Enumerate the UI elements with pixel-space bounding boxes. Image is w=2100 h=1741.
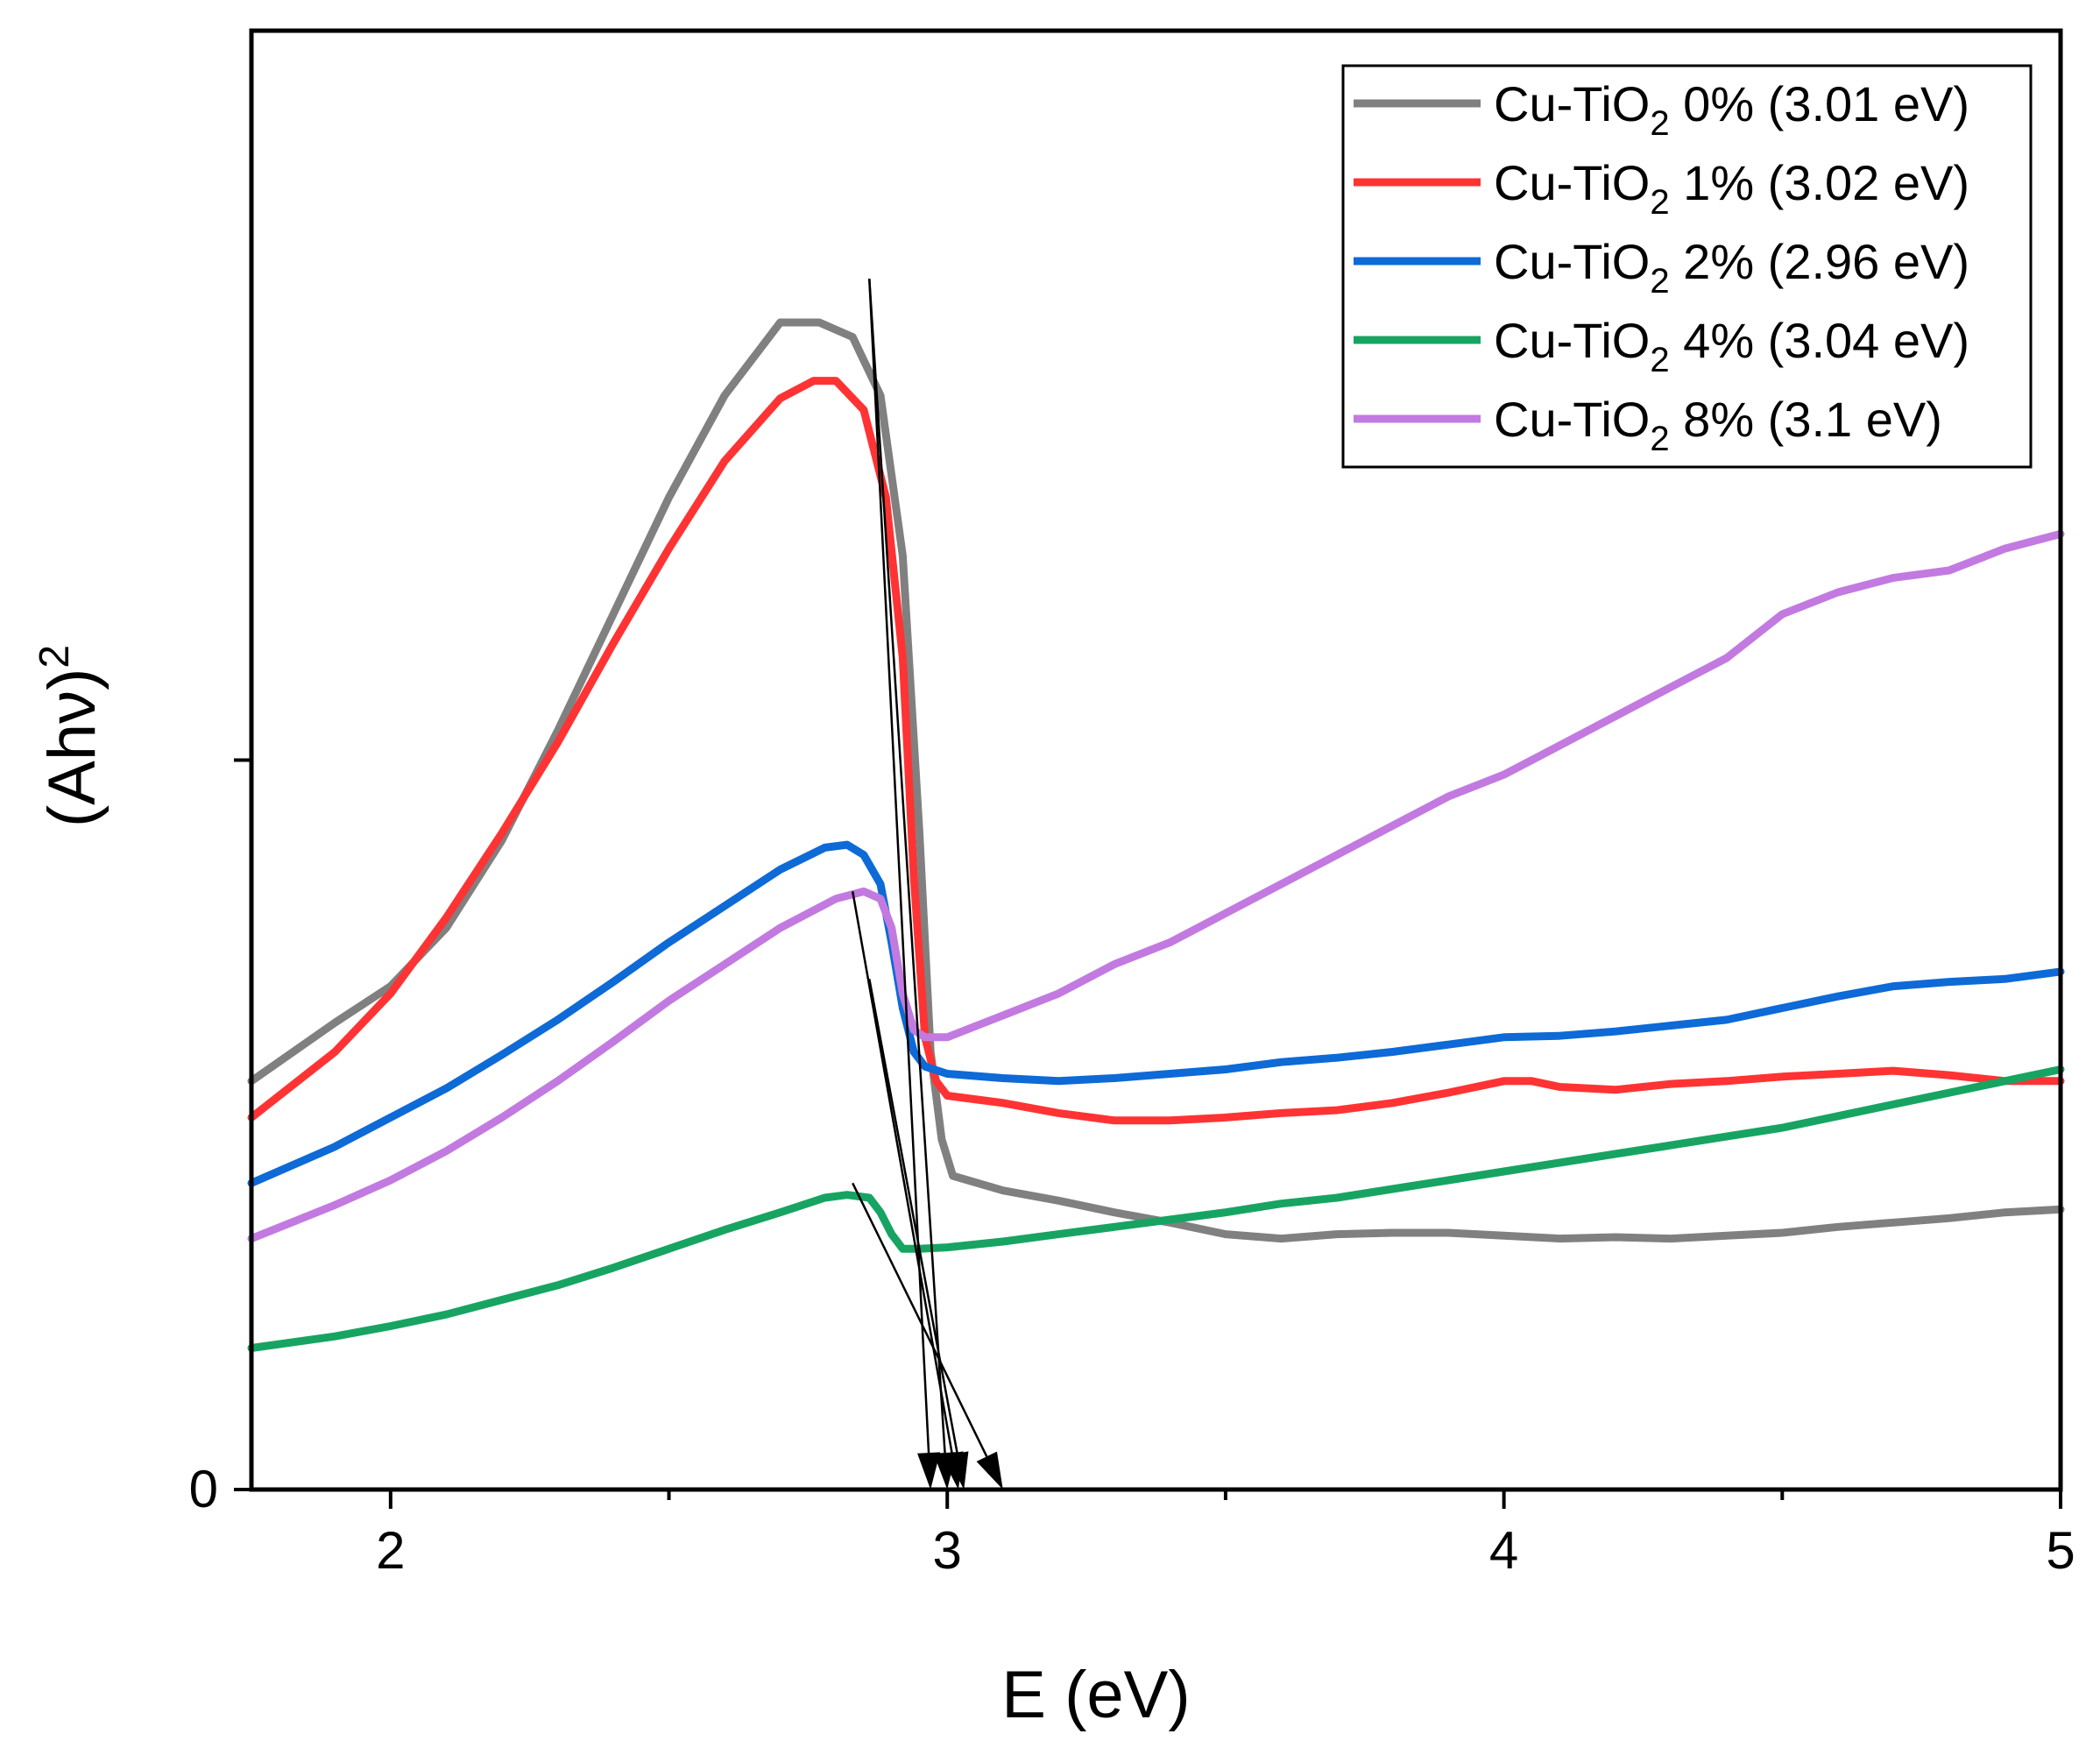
x-axis-title: E (eV) — [1001, 1658, 1190, 1732]
legend-box — [1341, 64, 2033, 469]
legend-item-0: Cu-TiO2 0% (3.01 eV) — [1354, 76, 1969, 143]
legend-label-2: Cu-TiO2 2% (2.96 eV) — [1494, 234, 1969, 301]
ticks-layer: 2 3 4 5 0 — [189, 758, 2075, 1580]
tangent-arrow-3 — [851, 891, 964, 1490]
legend: Cu-TiO2 0% (3.01 eV) Cu-TiO2 1% (3.02 eV)… — [1341, 64, 2033, 469]
series-line-1 — [247, 377, 2065, 1125]
y-tick-label-0: 0 — [189, 1460, 218, 1518]
y-axis-title: (Ahν)2 — [32, 645, 110, 827]
series-line-4 — [247, 529, 2065, 1243]
legend-item-3: Cu-TiO2 4% (3.04 eV) — [1354, 313, 1969, 379]
x-tick-label-0: 2 — [376, 1521, 405, 1580]
legend-item-2: Cu-TiO2 2% (2.96 eV) — [1354, 234, 1969, 301]
legend-label-1: Cu-TiO2 1% (3.02 eV) — [1494, 155, 1969, 222]
x-tick-label-2: 4 — [1489, 1521, 1518, 1580]
x-tick-label-1: 3 — [933, 1521, 962, 1580]
x-tick-label-3: 5 — [2046, 1521, 2075, 1580]
legend-item-4: Cu-TiO2 8% (3.1 eV) — [1354, 392, 1942, 458]
tangent-arrow-4 — [852, 1182, 1003, 1490]
series-line-2 — [247, 840, 2065, 1187]
legend-item-1: Cu-TiO2 1% (3.02 eV) — [1354, 155, 1969, 222]
y-axis-title-sup: 2 — [32, 645, 78, 669]
legend-label-4: Cu-TiO2 8% (3.1 eV) — [1494, 392, 1942, 458]
series-line-3 — [247, 1065, 2065, 1352]
series-line-0 — [247, 318, 2065, 1243]
legend-label-3: Cu-TiO2 4% (3.04 eV) — [1494, 313, 1969, 379]
tangent-arrows-layer — [851, 278, 1003, 1490]
plot-layer — [247, 318, 2065, 1352]
tangent-arrow-0 — [868, 278, 941, 1490]
legend-label-0: Cu-TiO2 0% (3.01 eV) — [1494, 76, 1969, 143]
y-axis-title-base: (Ahν) — [35, 669, 110, 828]
